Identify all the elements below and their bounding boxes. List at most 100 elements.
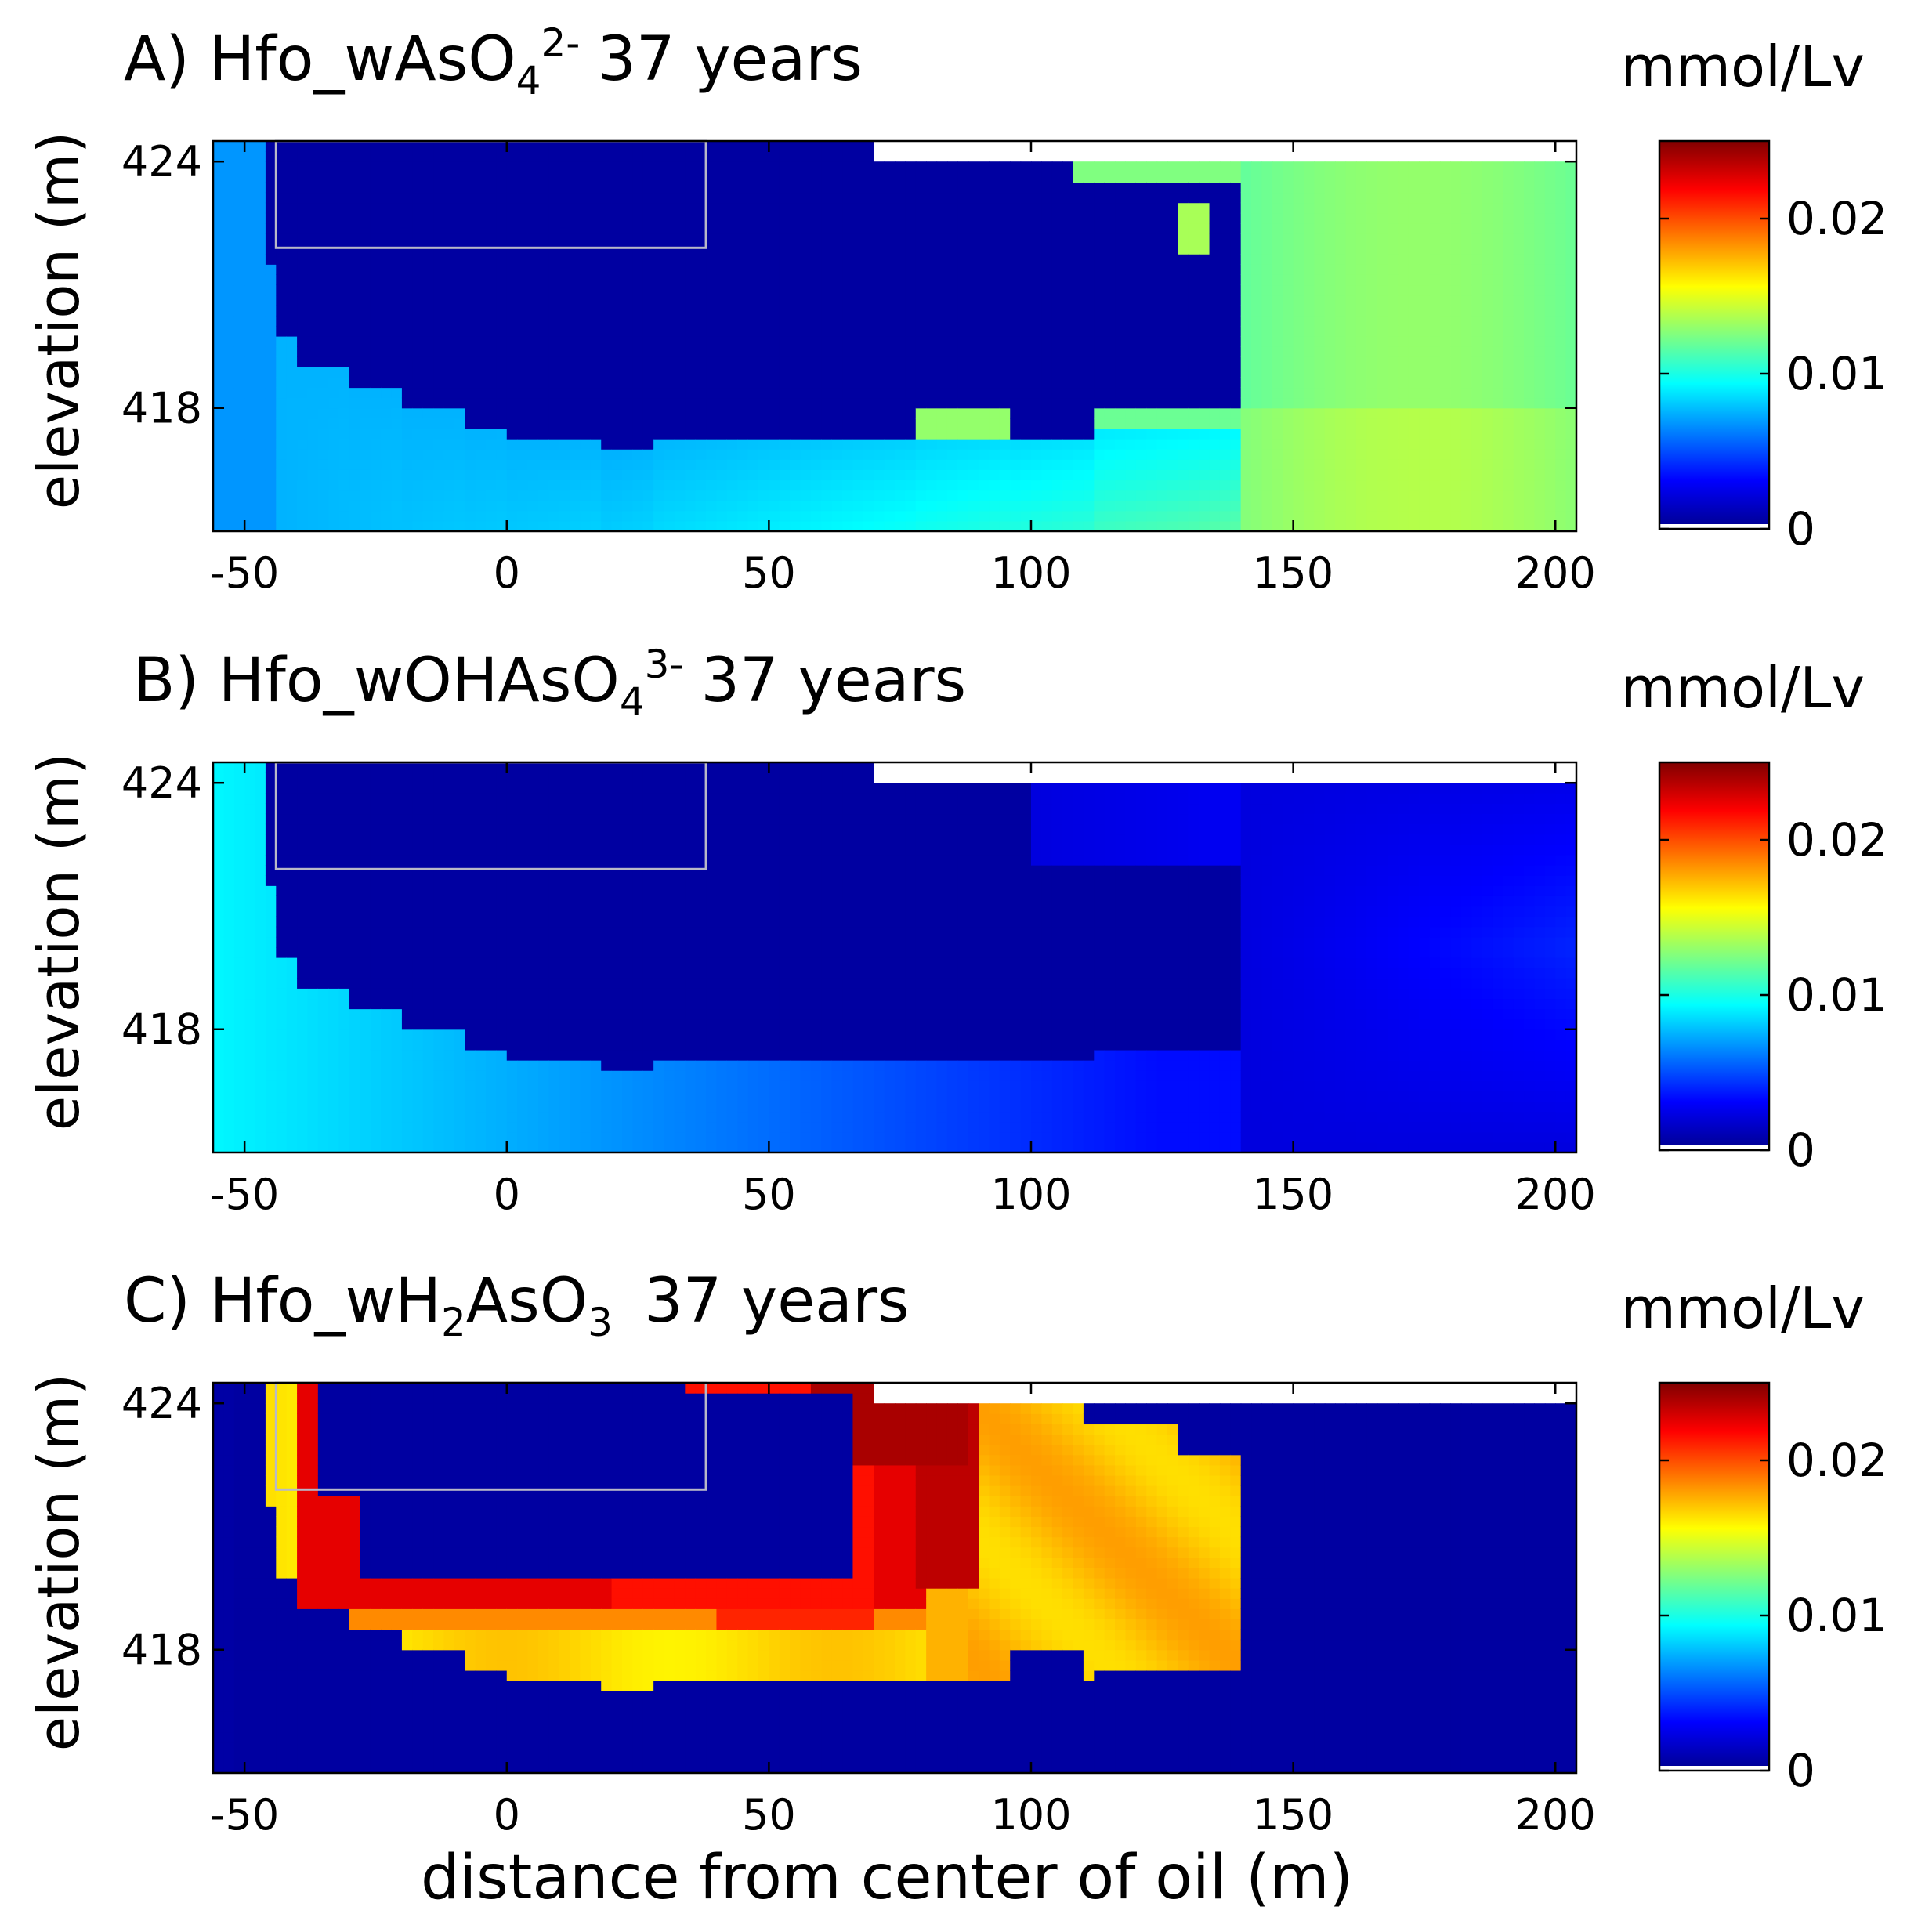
heatmap-cell: [1335, 490, 1347, 501]
heatmap-cell: [601, 387, 613, 399]
heatmap-cell: [1073, 212, 1084, 224]
heatmap-cell: [622, 490, 633, 501]
heatmap-cell: [233, 182, 245, 194]
heatmap-cell: [769, 428, 780, 440]
heatmap-cell: [580, 315, 592, 327]
heatmap-cell: [548, 202, 560, 214]
heatmap-cell: [527, 254, 539, 265]
heatmap-cell: [706, 305, 718, 317]
heatmap-cell: [1073, 305, 1084, 317]
heatmap-cell: [989, 161, 1000, 172]
heatmap-cell: [360, 439, 371, 450]
heatmap-cell: [1219, 172, 1231, 183]
heatmap-cell: [213, 202, 224, 214]
heatmap-cell: [506, 490, 518, 501]
heatmap-cell: [779, 212, 791, 224]
heatmap-cell: [779, 182, 791, 194]
heatmap-cell: [1503, 367, 1514, 378]
heatmap-cell: [1010, 244, 1022, 255]
heatmap-cell: [1460, 397, 1472, 409]
heatmap-cell: [957, 254, 969, 265]
heatmap-cell: [349, 356, 360, 367]
heatmap-cell: [1031, 244, 1042, 255]
heatmap-cell: [381, 520, 393, 532]
heatmap-cell: [213, 449, 224, 460]
heatmap-cell: [401, 192, 413, 204]
heatmap-cell: [454, 397, 465, 409]
heatmap-cell: [1167, 428, 1178, 440]
heatmap-cell: [716, 449, 728, 460]
heatmap-cell: [1408, 377, 1420, 389]
heatmap-cell: [664, 274, 675, 286]
heatmap-cell: [1031, 520, 1042, 532]
heatmap-cell: [1230, 479, 1242, 491]
heatmap-cell: [790, 387, 801, 399]
heatmap-cell: [443, 202, 455, 214]
heatmap-cell: [611, 284, 623, 296]
heatmap-cell: [810, 387, 822, 399]
heatmap-cell: [747, 264, 759, 275]
heatmap-cell: [831, 510, 843, 522]
heatmap-cell: [244, 449, 256, 460]
heatmap-cell: [968, 490, 979, 501]
heatmap-cell: [821, 254, 833, 265]
heatmap-cell: [223, 1080, 235, 1091]
heatmap-cell: [1261, 274, 1273, 286]
heatmap-cell: [391, 315, 403, 327]
heatmap-cell: [265, 182, 277, 194]
heatmap-cell: [821, 346, 833, 357]
heatmap-cell: [874, 346, 885, 357]
heatmap-cell: [1135, 428, 1147, 440]
heatmap-cell: [1230, 305, 1242, 317]
heatmap-cell: [685, 397, 697, 409]
heatmap-cell: [642, 305, 654, 317]
heatmap-cell: [517, 336, 529, 347]
heatmap-cell: [957, 202, 969, 214]
heatmap-cell: [1544, 305, 1556, 317]
heatmap-cell: [1115, 305, 1127, 317]
heatmap-cell: [276, 418, 288, 429]
heatmap-cell: [790, 161, 801, 172]
heatmap-cell: [884, 161, 896, 172]
heatmap-cell: [1513, 459, 1525, 470]
heatmap-cell: [223, 957, 235, 968]
heatmap-cell: [1094, 315, 1105, 327]
heatmap-cell: [1419, 233, 1431, 244]
heatmap-cell: [1355, 336, 1367, 347]
heatmap-cell: [412, 500, 424, 512]
heatmap-cell: [317, 510, 329, 522]
heatmap-cell: [1482, 397, 1493, 409]
heatmap-cell: [737, 459, 749, 470]
heatmap-cell: [496, 459, 508, 470]
heatmap-cell: [265, 500, 277, 512]
heatmap-cell: [1146, 325, 1158, 337]
heatmap-cell: [842, 520, 854, 532]
heatmap-cell: [1366, 459, 1378, 470]
heatmap-cell: [223, 1018, 235, 1030]
heatmap-cell: [674, 182, 686, 194]
heatmap-cell: [1534, 449, 1546, 460]
heatmap-cell: [884, 510, 896, 522]
heatmap-cell: [946, 439, 958, 450]
heatmap-cell: [1094, 510, 1105, 522]
heatmap-cell: [1293, 356, 1304, 367]
heatmap-cell: [433, 254, 445, 265]
heatmap-cell: [664, 356, 675, 367]
heatmap-cell: [1156, 397, 1168, 409]
heatmap-cell: [642, 202, 654, 214]
heatmap-cell: [1167, 346, 1178, 357]
heatmap-cell: [968, 500, 979, 512]
heatmap-cell: [412, 387, 424, 399]
heatmap-cell: [1135, 212, 1147, 224]
heatmap-cell: [957, 459, 969, 470]
heatmap-cell: [1219, 264, 1231, 275]
heatmap-cell: [747, 305, 759, 317]
heatmap-cell: [223, 192, 235, 204]
heatmap-cell: [412, 295, 424, 306]
heatmap-cell: [1219, 244, 1231, 255]
heatmap-cell: [1209, 315, 1221, 327]
heatmap-cell: [1010, 510, 1022, 522]
heatmap-cell: [895, 428, 906, 440]
heatmap-cell: [653, 490, 665, 501]
heatmap-cell: [454, 141, 465, 152]
